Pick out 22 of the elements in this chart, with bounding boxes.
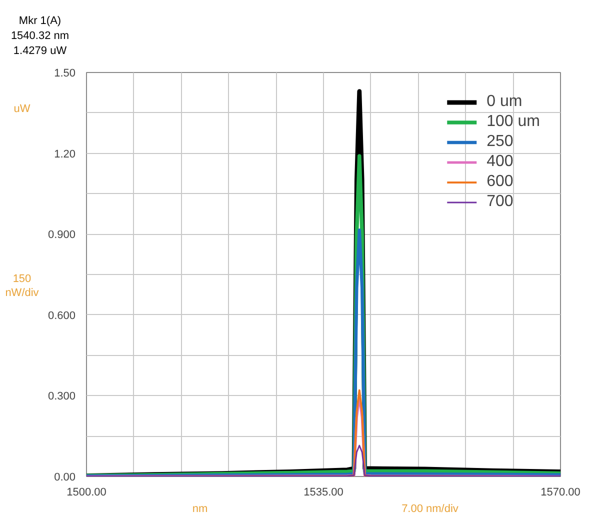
text: 1540.32 nm: [10, 29, 70, 43]
legend-label: 0 um: [486, 93, 522, 111]
x-axis-title: nm: [191, 502, 209, 516]
legend-label: 400: [486, 153, 514, 171]
text: 7.00 nm/div: [400, 502, 460, 516]
legend-label: 700: [486, 193, 514, 211]
y-tick-label: 1.20: [54, 148, 76, 160]
x-tick-label: 1570.00: [540, 486, 580, 498]
x-tick-label: 1535.00: [304, 486, 344, 498]
legend-label: 250: [486, 133, 514, 151]
y-tick-label: 0.900: [48, 229, 76, 242]
y-tick-label: 0.600: [48, 310, 76, 322]
text: Mkr 1(A): [18, 14, 62, 28]
text: 150 nW/div: [4, 272, 40, 300]
text: 1.4279 uW: [12, 44, 68, 58]
y-tick-label: 0.300: [48, 390, 76, 403]
y-tick-label: 1.50: [54, 68, 76, 80]
x-tick-label: 1500.00: [66, 486, 106, 498]
y-tick-label: 0.00: [54, 472, 76, 484]
y-axis-title: uW: [12, 102, 32, 116]
legend-label: 600: [486, 173, 514, 191]
legend-label: 100 um: [486, 113, 540, 131]
